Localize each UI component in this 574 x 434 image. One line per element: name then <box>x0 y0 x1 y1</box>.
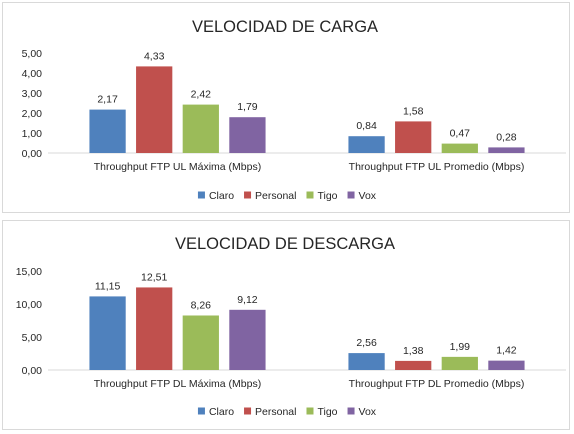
upload-speed-chart-panel: VELOCIDAD DE CARGA 0,00 1,00 2,00 3,00 4,00 5… <box>2 2 570 213</box>
bar-personal-1 <box>136 287 173 370</box>
bar-personal-2 <box>395 360 432 370</box>
data-label: 4,33 <box>144 50 165 62</box>
legend-swatch-tigo <box>306 191 314 199</box>
bar-vox-1 <box>229 117 266 153</box>
legend-label: Tigo <box>317 190 337 202</box>
data-label: 11,15 <box>95 280 121 292</box>
y-tick-label: 0,00 <box>22 148 43 160</box>
bar-tigo-1 <box>182 315 219 370</box>
legend-swatch-vox <box>347 191 355 199</box>
category-label: Throughput FTP UL Promedio (Mbps) <box>349 161 525 173</box>
y-tick-label: 2,00 <box>22 108 43 120</box>
bar-tigo-2 <box>441 143 478 153</box>
legend-label: Claro <box>209 406 234 418</box>
download-speed-chart-panel: VELOCIDAD DE DESCARGA 0,00 5,00 10,00 15,00… <box>2 220 570 430</box>
bar-personal-2 <box>395 121 432 153</box>
download-speed-chart: VELOCIDAD DE DESCARGA 0,00 5,00 10,00 15,00… <box>16 235 566 418</box>
y-tick-label: 15,00 <box>16 266 42 278</box>
legend-swatch-claro <box>197 407 205 415</box>
data-label: 0,84 <box>356 120 377 132</box>
legend-swatch-personal <box>244 191 252 199</box>
bar-vox-1 <box>229 309 266 370</box>
legend: Claro Personal Tigo Vox <box>197 190 377 202</box>
legend-label: Personal <box>255 190 296 202</box>
chart-title: VELOCIDAD DE DESCARGA <box>175 235 395 253</box>
bar-tigo-1 <box>182 104 219 153</box>
legend-label: Vox <box>359 406 377 418</box>
data-label: 2,56 <box>356 337 377 349</box>
data-label: 0,47 <box>450 128 471 140</box>
bar-claro-1 <box>89 296 126 370</box>
data-label: 9,12 <box>237 294 258 306</box>
y-tick-label: 0,00 <box>22 365 43 377</box>
legend-swatch-claro <box>197 191 205 199</box>
bar-tigo-2 <box>441 356 478 370</box>
data-label: 0,28 <box>496 131 517 143</box>
category-label: Throughput FTP DL Máxima (Mbps) <box>94 378 261 390</box>
data-label: 2,17 <box>97 94 118 106</box>
data-label: 1,79 <box>237 101 258 113</box>
data-label: 1,58 <box>403 105 424 117</box>
y-tick-label: 4,00 <box>22 68 43 80</box>
bar-vox-2 <box>488 147 525 153</box>
legend-label: Tigo <box>317 406 337 418</box>
y-tick-label: 5,00 <box>22 332 43 344</box>
data-label: 2,42 <box>191 89 212 101</box>
legend-label: Vox <box>359 190 377 202</box>
chart-title: VELOCIDAD DE CARGA <box>192 18 378 36</box>
upload-speed-chart: VELOCIDAD DE CARGA 0,00 1,00 2,00 3,00 4,00 5… <box>22 18 566 202</box>
bar-claro-1 <box>89 109 126 153</box>
legend: Claro Personal Tigo Vox <box>197 406 377 418</box>
data-label: 8,26 <box>191 299 212 311</box>
bar-claro-2 <box>348 136 385 153</box>
bar-vox-2 <box>488 360 525 370</box>
bar-claro-2 <box>348 353 385 370</box>
data-label: 1,42 <box>496 345 517 357</box>
legend-swatch-personal <box>244 407 252 415</box>
y-tick-label: 10,00 <box>16 299 42 311</box>
category-label: Throughput FTP UL Máxima (Mbps) <box>94 161 261 173</box>
data-label: 1,38 <box>403 345 424 357</box>
legend-swatch-vox <box>347 407 355 415</box>
y-tick-label: 3,00 <box>22 88 43 100</box>
y-tick-label: 5,00 <box>22 48 43 60</box>
legend-swatch-tigo <box>306 407 314 415</box>
data-label: 1,99 <box>450 341 471 353</box>
y-tick-label: 1,00 <box>22 128 43 140</box>
bar-personal-1 <box>136 66 173 153</box>
legend-label: Claro <box>209 190 234 202</box>
legend-label: Personal <box>255 406 296 418</box>
category-label: Throughput FTP DL Promedio (Mbps) <box>349 378 525 390</box>
data-label: 12,51 <box>141 271 167 283</box>
